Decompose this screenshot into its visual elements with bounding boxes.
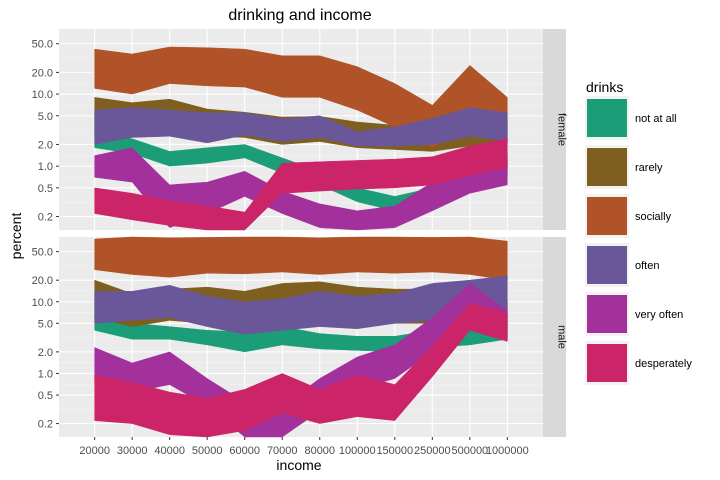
x-tick-label: 40000 xyxy=(154,445,185,457)
y-tick-label: 0.5 xyxy=(38,183,53,195)
legend-label-not-at-all: not at all xyxy=(635,113,677,125)
x-tick-label: 250000 xyxy=(414,445,451,457)
x-tick-label: 30000 xyxy=(117,445,148,457)
x-tick-label: 60000 xyxy=(229,445,260,457)
y-axis-title: percent xyxy=(8,213,24,260)
y-tick-label: 20.0 xyxy=(32,275,53,287)
x-tick-label: 500000 xyxy=(451,445,488,457)
x-tick-label: 100000 xyxy=(339,445,376,457)
legend-title: drinks xyxy=(586,79,623,95)
legend-label-very-often: very often xyxy=(635,309,683,321)
y-tick-label: 50.0 xyxy=(32,247,53,259)
y-tick-label: 1.0 xyxy=(38,161,53,173)
y-tick-label: 1.0 xyxy=(38,368,53,380)
legend-swatch-very-often xyxy=(587,295,627,333)
x-tick-label: 70000 xyxy=(267,445,298,457)
facet-strip-male xyxy=(543,237,566,437)
x-tick-label: 150000 xyxy=(376,445,413,457)
y-tick-label: 20.0 xyxy=(32,67,53,79)
x-axis: 20000 30000 40000 50000 60000 70000 80000 10000… xyxy=(79,437,529,457)
facet-label-female: female xyxy=(556,113,568,146)
legend-label-rarely: rarely xyxy=(635,162,663,174)
legend-swatch-often xyxy=(587,246,627,284)
chart-title: drinking and income xyxy=(228,7,371,24)
panels-layer: female 0.2 0.5 1.0 2.0 5.0 10.0 20.0 50.0 male 0.2… xyxy=(32,29,568,457)
y-tick-label: 10.0 xyxy=(32,89,53,101)
legend: not at all rarely socially often very often d… xyxy=(585,96,692,385)
legend-label-often: often xyxy=(635,260,659,272)
y-tick-label: 5.0 xyxy=(38,318,53,330)
y-tick-label: 2.0 xyxy=(38,139,53,151)
x-tick-label: 1000000 xyxy=(486,445,529,457)
x-tick-label: 50000 xyxy=(192,445,223,457)
legend-label-socially: socially xyxy=(635,211,672,223)
panel-female: female 0.2 0.5 1.0 2.0 5.0 10.0 20.0 50.0 xyxy=(32,29,568,231)
facet-strip-female xyxy=(543,29,566,230)
y-tick-label: 10.0 xyxy=(32,297,53,309)
y-tick-label: 5.0 xyxy=(38,111,53,123)
legend-swatch-desperately xyxy=(587,344,627,382)
y-tick-label: 2.0 xyxy=(38,347,53,359)
y-tick-label: 50.0 xyxy=(32,39,53,51)
legend-swatch-rarely xyxy=(587,148,627,186)
legend-label-desperately: desperately xyxy=(635,358,692,370)
x-tick-label: 80000 xyxy=(304,445,335,457)
x-axis-title: income xyxy=(276,457,321,473)
ribbon-female-desperately xyxy=(94,138,508,231)
y-tick-label: 0.2 xyxy=(38,212,53,224)
panel-male: male 0.2 0.5 1.0 2.0 5.0 10.0 20.0 50.0 xyxy=(32,236,568,438)
y-tick-label: 0.5 xyxy=(38,390,53,402)
legend-swatch-not-at-all xyxy=(587,99,627,137)
facet-label-male: male xyxy=(556,325,568,349)
y-tick-label: 0.2 xyxy=(38,419,53,431)
legend-swatch-socially xyxy=(587,197,627,235)
x-tick-label: 20000 xyxy=(79,445,110,457)
